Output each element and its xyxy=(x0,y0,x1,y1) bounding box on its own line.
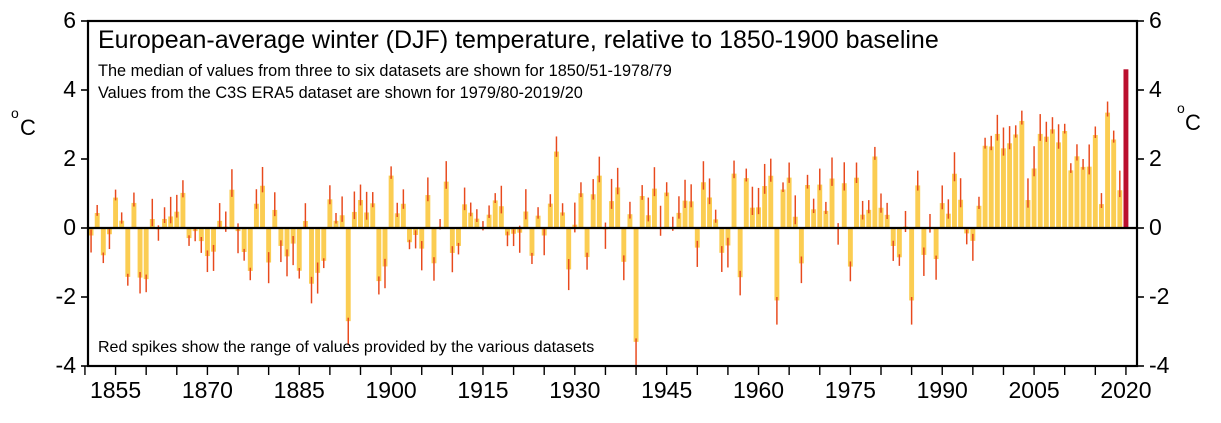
svg-text:-2: -2 xyxy=(1149,283,1169,309)
svg-text:1960: 1960 xyxy=(733,377,784,403)
svg-text:4: 4 xyxy=(1149,76,1162,102)
svg-text:1885: 1885 xyxy=(274,377,325,403)
svg-text:Values from the C3S ERA5 datas: Values from the C3S ERA5 dataset are sho… xyxy=(98,84,583,102)
svg-text:2005: 2005 xyxy=(1009,377,1060,403)
svg-text:0: 0 xyxy=(63,214,76,240)
svg-text:1855: 1855 xyxy=(90,377,141,403)
svg-text:-4: -4 xyxy=(1149,352,1170,378)
svg-text:The median of values from thre: The median of values from three to six d… xyxy=(98,62,672,80)
svg-text:o: o xyxy=(11,105,19,121)
svg-text:4: 4 xyxy=(63,76,76,102)
svg-text:2020: 2020 xyxy=(1100,377,1151,403)
svg-text:C: C xyxy=(20,115,36,140)
svg-text:2: 2 xyxy=(63,145,76,171)
svg-text:-4: -4 xyxy=(56,352,77,378)
svg-text:1915: 1915 xyxy=(457,377,508,403)
svg-text:2: 2 xyxy=(1149,145,1162,171)
svg-text:6: 6 xyxy=(1149,7,1162,33)
svg-text:-2: -2 xyxy=(56,283,76,309)
svg-text:Red spikes show the range of v: Red spikes show the range of values prov… xyxy=(98,339,594,356)
svg-text:1870: 1870 xyxy=(182,377,233,403)
svg-text:1975: 1975 xyxy=(825,377,876,403)
svg-text:1945: 1945 xyxy=(641,377,692,403)
svg-text:0: 0 xyxy=(1149,214,1162,240)
svg-text:o: o xyxy=(1177,100,1185,116)
svg-text:1900: 1900 xyxy=(366,377,417,403)
svg-text:1990: 1990 xyxy=(917,377,968,403)
svg-text:European-average winter (DJF): European-average winter (DJF) temperatur… xyxy=(98,26,939,54)
svg-text:6: 6 xyxy=(63,7,76,33)
svg-text:1930: 1930 xyxy=(549,377,600,403)
svg-text:C: C xyxy=(1185,110,1201,135)
